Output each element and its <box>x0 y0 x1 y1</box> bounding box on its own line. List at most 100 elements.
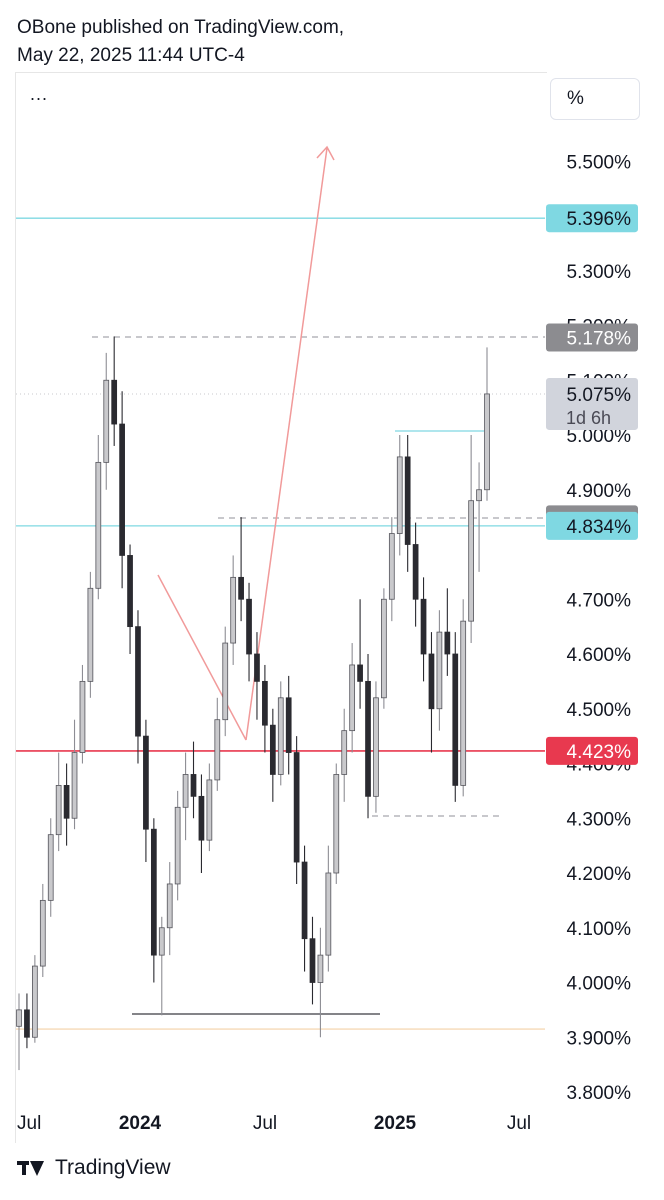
candle-body <box>95 461 102 589</box>
projection-arrow-head-icon <box>316 145 335 161</box>
candle-body <box>293 752 300 863</box>
price-tick-label: 4.600% <box>567 645 632 666</box>
price-label-bg-cyan <box>546 204 638 233</box>
candle-body <box>32 965 38 1038</box>
candle-body <box>373 697 379 797</box>
price-tick-label: 5.300% <box>567 262 632 283</box>
candle-body <box>24 1009 30 1038</box>
price-label-cyan: 5.396% <box>567 209 632 230</box>
price-tick-label: 5.500% <box>567 152 632 173</box>
candle-body <box>39 899 46 967</box>
price-tick-label: 3.800% <box>567 1083 632 1104</box>
candle-body <box>420 598 427 655</box>
candle-body <box>476 489 482 502</box>
candle-body <box>230 576 237 644</box>
candle-body <box>468 500 474 622</box>
publish-line-1: OBone published on TradingView.com, <box>17 17 345 38</box>
time-tick-label: Jul <box>253 1113 277 1134</box>
candle-body <box>16 1009 22 1027</box>
candle-body <box>412 544 419 600</box>
candle-body <box>127 555 133 628</box>
time-tick-label: 2025 <box>374 1113 417 1134</box>
candle-body <box>262 680 268 726</box>
price-tick-label: 4.300% <box>567 809 632 830</box>
candle-body <box>198 795 205 841</box>
candle-body <box>365 680 371 797</box>
candle-body <box>47 834 54 901</box>
candle-body <box>388 533 395 600</box>
chart-frame <box>15 72 547 1143</box>
candle-body <box>484 393 490 491</box>
current-price-label-bg <box>546 377 638 430</box>
candle-body <box>103 379 110 463</box>
candle-body <box>55 785 62 836</box>
price-tick-label: 4.100% <box>567 919 632 940</box>
projection-arrow-shaft <box>245 147 328 741</box>
time-tick-label: 2024 <box>119 1113 162 1134</box>
price-tick-label: 4.900% <box>567 481 632 502</box>
time-tick-label: Jul <box>507 1113 531 1134</box>
bar-countdown-label: 1d 6h <box>566 408 611 428</box>
price-tick-label: 4.700% <box>567 590 632 611</box>
candle-body <box>190 774 197 797</box>
trend-line-left <box>157 574 247 741</box>
price-label-bg-cyan <box>546 511 638 540</box>
candle-body <box>87 587 94 682</box>
candle-body <box>277 697 284 775</box>
candle-body <box>150 828 157 956</box>
footer-brand: TradingView <box>17 1156 171 1180</box>
candle-body <box>396 456 403 534</box>
candle-body <box>381 598 387 699</box>
candle-body <box>325 872 332 956</box>
candle-body <box>246 598 252 655</box>
price-label-cyan: 4.834% <box>567 517 632 538</box>
candle-body <box>349 664 356 732</box>
candle-body <box>301 861 308 940</box>
price-label-bg-red <box>546 736 638 765</box>
candle-body <box>206 779 213 841</box>
price-tick-label: 4.500% <box>567 700 632 721</box>
candle-body <box>444 631 451 655</box>
price-tick-label: 4.200% <box>567 864 632 885</box>
brand-name: TradingView <box>55 1156 171 1179</box>
candle-body <box>222 642 229 721</box>
price-label-bg-gray <box>546 323 638 352</box>
candle-body <box>214 719 221 781</box>
candle-body <box>182 774 189 808</box>
candle-body <box>71 752 78 819</box>
candle-body <box>428 653 435 710</box>
candle-body <box>166 883 173 929</box>
candle-body <box>111 379 118 425</box>
candle-body <box>452 653 459 786</box>
candle-body <box>309 938 316 983</box>
candle-body <box>254 653 260 682</box>
candle-body <box>436 631 443 710</box>
candle-body <box>269 724 276 775</box>
price-tick-label: 5.000% <box>567 426 632 447</box>
unit-label: % <box>567 88 584 109</box>
price-label-gray: 5.178% <box>567 329 632 350</box>
price-tick-label: 3.900% <box>567 1028 632 1049</box>
time-tick-label: Jul <box>17 1113 41 1134</box>
tradingview-logo-icon <box>17 1158 47 1178</box>
candle-body <box>79 680 86 753</box>
candle-body <box>333 774 340 874</box>
candle-body <box>135 626 141 737</box>
candle-body <box>357 664 363 682</box>
candle-body <box>460 620 467 786</box>
price-tick-label: 4.000% <box>567 974 632 995</box>
candle-body <box>285 697 292 753</box>
candle-body <box>143 735 149 830</box>
unit-selector[interactable]: % <box>550 78 640 120</box>
chart-menu-button[interactable]: ... <box>30 84 49 104</box>
candle-body <box>238 576 244 600</box>
price-label-red: 4.423% <box>567 742 632 763</box>
candle-body <box>119 423 125 556</box>
current-price-label: 5.075% <box>567 385 632 406</box>
publish-info: OBone published on TradingView.com, May … <box>17 14 344 70</box>
candle-body <box>63 785 70 819</box>
publish-timestamp: May 22, 2025 11:44 UTC-4 <box>17 45 245 66</box>
candle-body <box>404 456 411 545</box>
candle-body <box>174 806 181 885</box>
